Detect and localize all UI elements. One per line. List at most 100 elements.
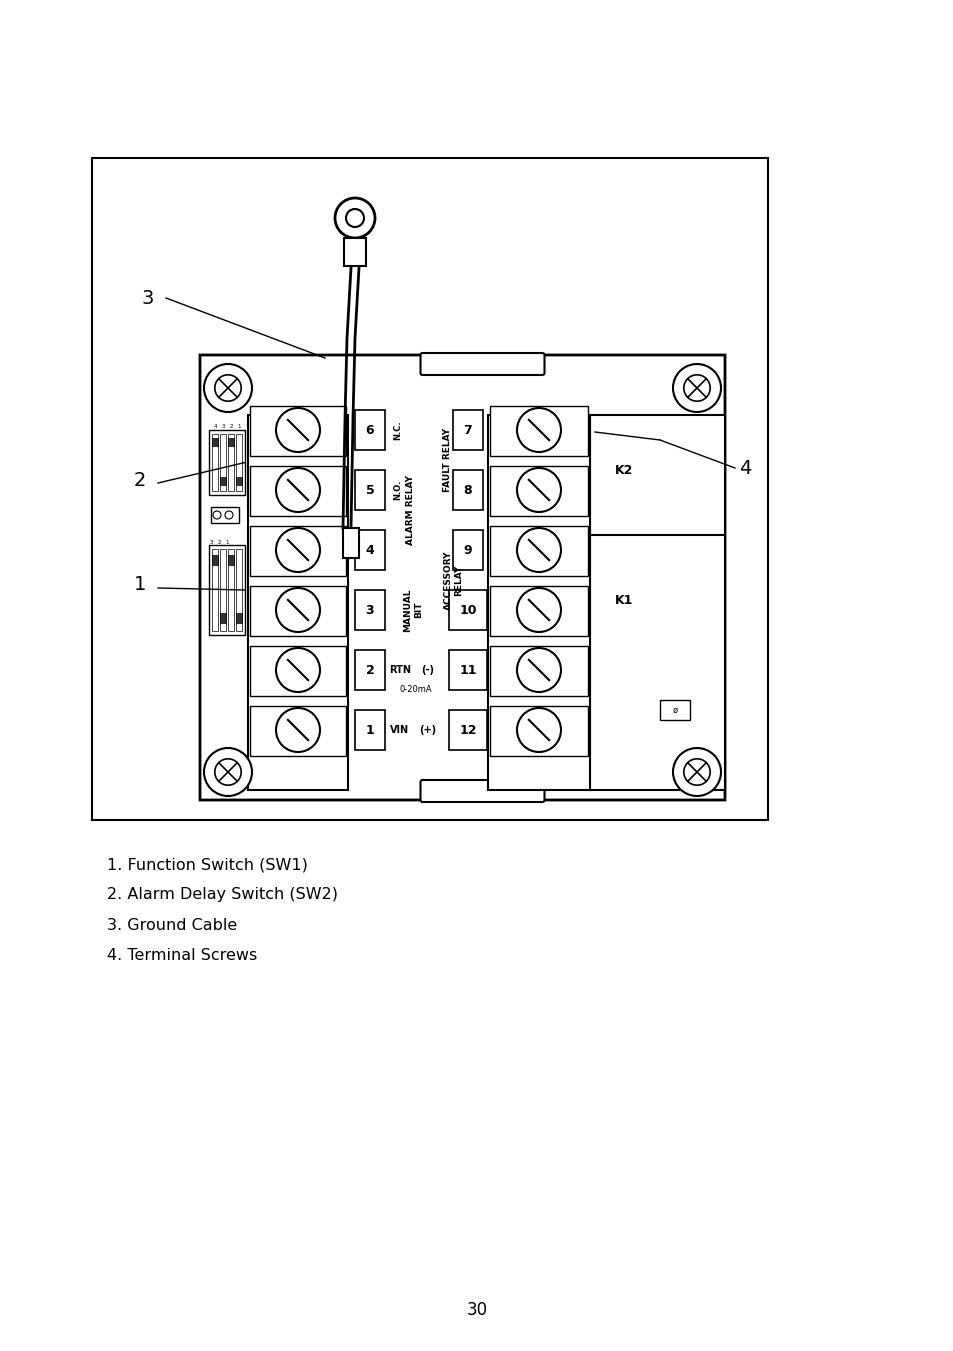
Circle shape [517,467,560,512]
Text: 2: 2 [133,470,146,489]
Bar [220,549,226,631]
Bar [355,711,385,750]
Bar [453,470,482,509]
Bar [220,477,226,485]
Bar [589,415,724,790]
Bar [220,434,226,490]
Bar [235,477,242,485]
Bar [211,507,239,523]
Bar [209,497,245,503]
Text: 2: 2 [217,539,220,544]
Text: 6: 6 [365,423,374,436]
Text: 4. Terminal Screws: 4. Terminal Screws [107,947,257,962]
Bar [228,434,233,490]
Text: 1: 1 [225,539,229,544]
Bar [355,409,385,450]
Text: 30: 30 [466,1301,487,1319]
Text: 11: 11 [458,663,476,677]
Text: K2: K2 [615,463,633,477]
Bar [355,650,385,690]
Text: 3: 3 [142,289,154,308]
Text: ø: ø [672,705,677,715]
Bar [250,646,346,696]
Text: 4: 4 [365,543,374,557]
Circle shape [517,588,560,632]
Text: 3. Ground Cable: 3. Ground Cable [107,917,237,932]
FancyBboxPatch shape [420,353,544,376]
Bar [228,555,233,565]
Bar [235,613,242,623]
Bar [449,590,486,630]
FancyBboxPatch shape [420,780,544,802]
FancyBboxPatch shape [200,355,724,800]
Circle shape [335,199,375,238]
Bar [449,650,486,690]
Text: 4: 4 [738,458,750,477]
Bar [209,544,245,635]
Text: N.C.: N.C. [393,420,402,440]
Text: (+): (+) [419,725,436,735]
Circle shape [672,363,720,412]
Bar [248,415,348,790]
Text: VIN: VIN [390,725,409,735]
Text: N.O.: N.O. [393,480,402,500]
Bar [355,590,385,630]
Circle shape [275,408,319,453]
Text: 3: 3 [221,424,225,430]
Bar [490,407,587,457]
Bar [250,407,346,457]
Circle shape [204,363,252,412]
Bar [91,158,767,820]
Circle shape [517,528,560,571]
Text: MANUAL: MANUAL [403,588,412,632]
Bar [250,466,346,516]
Text: 8: 8 [463,484,472,497]
Text: 3: 3 [365,604,374,616]
Bar [490,586,587,636]
Bar [235,434,242,490]
Text: (-): (-) [421,665,434,676]
Bar [250,586,346,636]
Text: 1: 1 [365,724,374,736]
Bar [355,470,385,509]
Text: ACCESSORY: ACCESSORY [443,550,452,609]
Circle shape [204,748,252,796]
Text: 2. Alarm Delay Switch (SW2): 2. Alarm Delay Switch (SW2) [107,888,337,902]
Bar [220,613,226,623]
Bar [453,409,482,450]
Text: 1: 1 [133,576,146,594]
Text: 7: 7 [463,423,472,436]
Circle shape [275,648,319,692]
Bar [490,466,587,516]
Text: RELAY: RELAY [454,565,463,596]
Bar [490,526,587,576]
Bar [212,434,218,490]
Text: FAULT RELAY: FAULT RELAY [443,428,452,492]
Circle shape [517,648,560,692]
Text: 10: 10 [458,604,476,616]
Bar [209,430,245,494]
Text: 2: 2 [365,663,374,677]
Circle shape [275,708,319,753]
Circle shape [275,467,319,512]
Text: 5: 5 [365,484,374,497]
Bar [490,646,587,696]
Bar [250,707,346,757]
Bar [250,526,346,576]
Bar [228,438,233,446]
Bar [212,438,218,446]
Text: 1: 1 [237,424,240,430]
Text: 12: 12 [458,724,476,736]
Circle shape [517,708,560,753]
Bar [490,707,587,757]
Bar [488,415,589,790]
Circle shape [275,588,319,632]
Text: ALARM RELAY: ALARM RELAY [406,476,416,544]
Bar [344,238,366,266]
Bar [659,700,689,720]
Text: BIT: BIT [414,601,423,619]
Text: 3: 3 [209,539,213,544]
Bar [449,711,486,750]
Text: 2: 2 [229,424,233,430]
Circle shape [275,528,319,571]
